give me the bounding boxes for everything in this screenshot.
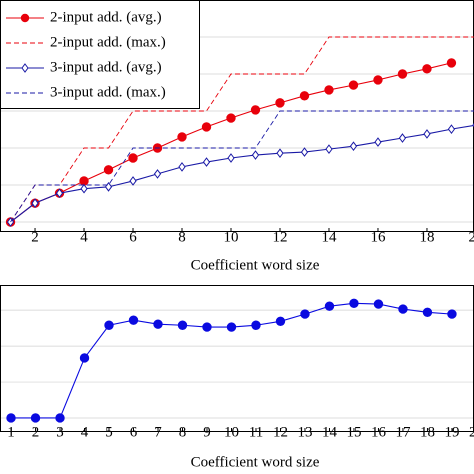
point: [374, 137, 382, 147]
x-tick-label: 8: [179, 424, 187, 440]
point: [80, 183, 88, 194]
point: [55, 413, 65, 423]
point: [104, 182, 113, 192]
legend: 2-input add. (avg.) 2-input add. (max.) 3-…: [0, 0, 200, 109]
point: [226, 113, 236, 123]
x-tick-label: 6: [130, 424, 138, 440]
legend-marker: [20, 13, 30, 23]
legend-label: 3-input add. (avg.): [50, 59, 162, 75]
x-tick-label: 12: [273, 424, 288, 440]
point: [55, 188, 64, 198]
point: [398, 133, 407, 143]
x-tick-label: 6: [129, 229, 137, 245]
point: [325, 144, 333, 154]
point: [251, 150, 260, 160]
x-tick-label: 18: [419, 229, 434, 245]
point: [177, 132, 187, 142]
point: [128, 315, 139, 325]
x-tick-label: 20: [468, 229, 474, 245]
series: [6, 122, 474, 227]
x-tick-label: 9: [203, 424, 211, 440]
series-line: [10, 36, 474, 223]
point: [79, 353, 90, 363]
x-tick-label: 2: [31, 229, 39, 245]
x-tick-label: 14: [321, 229, 337, 245]
point: [349, 141, 358, 151]
point: [299, 91, 310, 101]
x-tick-label: 11: [249, 424, 263, 440]
point: [373, 299, 384, 309]
x-tick-label: 1: [7, 424, 15, 440]
x-tick-label: 20: [469, 424, 474, 440]
series-line: [11, 302, 452, 419]
x-tick-label: 8: [178, 229, 186, 245]
point: [348, 80, 359, 90]
point: [423, 129, 431, 139]
point: [202, 322, 212, 332]
point: [324, 301, 335, 311]
x-tick-label: 13: [297, 424, 312, 440]
point: [251, 320, 261, 330]
x-axis-label: Coefficient word size: [191, 454, 320, 470]
x-tick-label: 16: [370, 229, 386, 245]
point: [349, 298, 359, 309]
point: [103, 165, 114, 175]
legend-label: 2-input add. (max.): [50, 34, 166, 50]
x-tick-label: 10: [223, 229, 238, 245]
x-axis-label: Coefficient word size: [191, 257, 320, 273]
x-tick-label: 17: [395, 424, 411, 440]
point: [177, 320, 188, 330]
point: [128, 153, 138, 163]
point: [201, 122, 212, 132]
point: [178, 162, 186, 172]
point: [129, 176, 137, 186]
point: [104, 320, 114, 330]
point: [300, 309, 310, 319]
point: [276, 148, 284, 159]
point: [422, 64, 432, 74]
x-tick-label: 3: [56, 424, 64, 440]
point: [153, 169, 162, 179]
point: [446, 58, 457, 68]
point: [275, 98, 285, 108]
legend-marker: [21, 63, 29, 73]
point: [31, 198, 39, 208]
point: [447, 124, 456, 134]
x-tick-label: 14: [322, 424, 338, 440]
point: [397, 69, 408, 79]
x-tick-label: 4: [80, 229, 88, 245]
legend-label: 2-input add. (avg.): [50, 9, 162, 25]
point: [373, 75, 383, 85]
series: [10, 110, 474, 223]
point: [275, 316, 286, 327]
x-tick-label: 15: [346, 424, 361, 440]
point: [422, 307, 433, 318]
x-tick-label: 10: [224, 424, 239, 440]
point: [30, 413, 41, 423]
point: [250, 105, 261, 115]
series: [6, 298, 457, 423]
point: [227, 153, 235, 163]
series-line: [10, 124, 474, 223]
legend-label: 3-input add. (max.): [50, 84, 166, 100]
series-line: [10, 110, 474, 223]
x-tick-label: 7: [154, 424, 162, 440]
point: [202, 157, 211, 167]
point: [398, 304, 408, 314]
x-tick-label: 16: [371, 424, 387, 440]
x-tick-label: 4: [81, 424, 89, 440]
x-tick-label: 12: [272, 229, 287, 245]
x-tick-label: 19: [444, 424, 459, 440]
x-tick-label: 5: [105, 424, 113, 440]
point: [226, 322, 237, 332]
point: [447, 309, 457, 319]
x-tick-label: 18: [420, 424, 435, 440]
point: [324, 85, 334, 95]
point: [153, 319, 163, 329]
point: [6, 413, 16, 423]
x-tick-label: 2: [32, 424, 40, 440]
series: [10, 36, 474, 223]
point: [300, 147, 309, 157]
